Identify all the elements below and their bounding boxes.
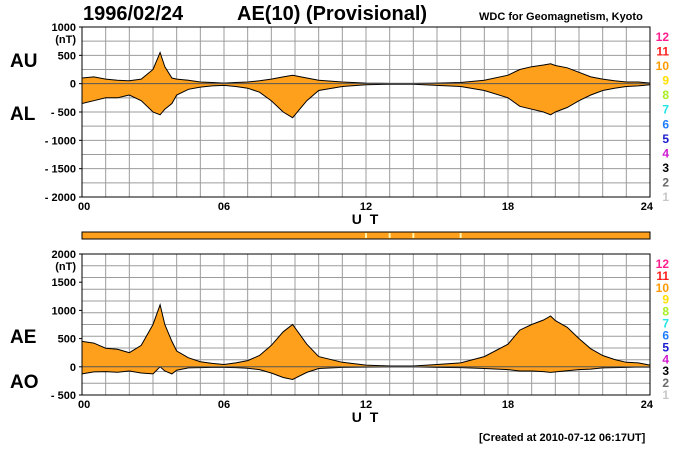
top-station-count-7: 7 <box>662 103 669 117</box>
top-station-count-9: 9 <box>662 74 669 88</box>
series-line-al <box>81 83 651 119</box>
top-index-area <box>82 52 650 118</box>
top-y-tick-label: 500 <box>58 50 76 62</box>
au-index-label: AU <box>10 51 38 72</box>
bottom-x-tick-label: 24 <box>641 399 654 411</box>
bottom-station-count-11: 11 <box>656 269 669 283</box>
bottom-station-count-1: 1 <box>662 388 669 402</box>
top-station-count-1: 1 <box>662 190 669 204</box>
top-station-count-5: 5 <box>662 132 669 146</box>
bottom-plot-frame <box>81 253 651 396</box>
series-line-ae <box>81 303 651 367</box>
ae-index-label: AE <box>10 327 37 348</box>
bottom-x-axis-label: U T <box>352 409 381 425</box>
top-y-tick-label: - 1000 <box>45 135 76 147</box>
top-x-tick-label: 18 <box>502 201 514 213</box>
top-y-unit-label: (nT) <box>55 34 76 46</box>
top-x-axis-label: U T <box>352 211 381 227</box>
bottom-y-tick-label: 500 <box>58 334 76 346</box>
top-x-tick-label: 24 <box>641 201 654 213</box>
top-x-tick-label: 12 <box>360 201 372 213</box>
bottom-station-count-8: 8 <box>662 305 669 319</box>
plot-date: 1996/02/24 <box>83 3 184 25</box>
bottom-x-tick-label: 00 <box>78 399 90 411</box>
bottom-index-area <box>82 304 650 380</box>
top-y-tick-label: - 500 <box>51 107 76 119</box>
bottom-station-count-2: 2 <box>662 376 669 390</box>
ao-index-label: AO <box>10 372 39 393</box>
bottom-x-tick-label: 06 <box>218 399 230 411</box>
bottom-y-tick-label: - 500 <box>51 390 76 402</box>
top-station-count-8: 8 <box>662 88 669 102</box>
series-line-ao <box>81 366 650 381</box>
al-index-label: AL <box>10 104 36 125</box>
bottom-y-tick-label: 0 <box>70 362 76 374</box>
bottom-station-count-5: 5 <box>662 340 669 354</box>
bottom-y-tick-label: 2000 <box>52 249 76 261</box>
bottom-station-count-12: 12 <box>656 257 670 271</box>
bottom-grid <box>82 254 650 395</box>
data-source-label: WDC for Geomagnetism, Kyoto <box>479 11 643 23</box>
bottom-station-count-10: 10 <box>656 281 670 295</box>
top-grid <box>82 27 650 197</box>
top-y-tick-label: 1000 <box>52 22 76 34</box>
bottom-x-tick-label: 18 <box>502 399 514 411</box>
plot-title: AE(10) (Provisional) <box>237 3 428 25</box>
top-y-tick-label: 0 <box>70 79 76 91</box>
top-x-tick-label: 06 <box>218 201 230 213</box>
top-station-count-11: 11 <box>656 45 669 59</box>
top-station-count-3: 3 <box>662 161 669 175</box>
creation-timestamp: [Created at 2010-07-12 06:17UT] <box>479 432 646 444</box>
top-x-tick-label: 00 <box>78 201 90 213</box>
bottom-x-tick-label: 12 <box>360 399 372 411</box>
bottom-station-count-6: 6 <box>662 328 669 342</box>
bottom-station-count-3: 3 <box>662 364 669 378</box>
top-station-count-10: 10 <box>656 59 670 73</box>
series-line-au <box>81 51 651 84</box>
bottom-y-tick-label: 1500 <box>52 277 76 289</box>
top-station-count-2: 2 <box>662 175 669 189</box>
bottom-station-count-7: 7 <box>662 317 669 331</box>
top-station-count-6: 6 <box>662 117 669 131</box>
top-y-tick-label: - 2000 <box>45 192 76 204</box>
bottom-station-count-4: 4 <box>662 352 669 366</box>
top-y-tick-label: - 1500 <box>45 164 76 176</box>
bottom-station-count-9: 9 <box>662 293 669 307</box>
top-station-count-12: 12 <box>656 30 670 44</box>
bottom-y-unit-label: (nT) <box>55 261 76 273</box>
bottom-y-tick-label: 1000 <box>52 305 76 317</box>
top-station-count-4: 4 <box>662 146 669 160</box>
